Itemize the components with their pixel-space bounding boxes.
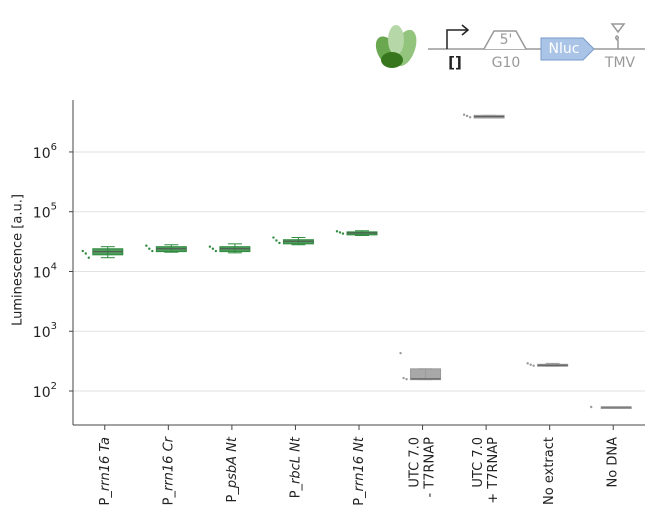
x-tick-label: P_psbA Nt (224, 436, 239, 502)
data-point (402, 377, 404, 379)
label-prefix: P_ (97, 491, 112, 506)
data-point (145, 245, 147, 247)
box (411, 369, 441, 380)
y-axis-label: Luminescence [a.u.] (11, 194, 26, 326)
x-tick-label: UTC 7.0 (471, 437, 486, 488)
y-tick-exponent: 3 (51, 321, 57, 332)
plant-icon (371, 25, 421, 72)
x-tick-label: P_rrn16 Cr (161, 435, 176, 505)
x-tick-label: + T7RNAP (486, 437, 501, 504)
gene-label: Nluc (549, 41, 580, 57)
data-point (215, 250, 217, 252)
label-italic: psbA Nt (224, 436, 239, 489)
page: {"header": {"promoter": "[]", "utr": "5'… (0, 0, 645, 527)
x-tick-label: No extract (542, 437, 557, 505)
data-point (82, 250, 84, 252)
y-tick-label: 105 (33, 202, 57, 222)
y-tick-label: 106 (33, 142, 57, 162)
label-italic: rrn16 Ta (97, 437, 112, 491)
x-tick-label: UTC 7.0 (408, 437, 423, 488)
y-tick-exponent: 4 (51, 261, 57, 272)
data-point (151, 250, 153, 252)
data-point (212, 248, 214, 250)
promoter-label: [] (448, 54, 462, 72)
label-italic: rbcL Nt (288, 436, 303, 484)
label-prefix: P_ (288, 483, 303, 498)
data-point (590, 406, 592, 408)
data-point (463, 114, 465, 116)
data-point (336, 230, 338, 232)
data-point (85, 252, 87, 254)
x-tick-label: - T7RNAP (423, 437, 438, 498)
y-tick-exponent: 6 (51, 142, 57, 153)
x-tick-label: No DNA (606, 437, 621, 488)
data-point (529, 364, 531, 366)
data-point (148, 248, 150, 250)
y-tick-exponent: 5 (51, 202, 57, 213)
terminator-label: TMV (604, 55, 636, 71)
data-point (466, 115, 468, 117)
data-point (88, 257, 90, 259)
data-point (272, 236, 274, 238)
y-tick-exponent: 2 (51, 381, 57, 392)
data-point (275, 239, 277, 241)
data-point (399, 352, 401, 354)
utr-name: G10 (492, 55, 521, 71)
data-point (469, 116, 471, 118)
promoter-arrow (447, 25, 468, 49)
label-prefix: P_ (224, 488, 239, 503)
data-point (405, 378, 407, 380)
data-point (532, 365, 534, 367)
data-point (342, 232, 344, 234)
data-point (278, 242, 280, 244)
terminator-shape (612, 24, 624, 49)
utr-label: 5' (500, 32, 513, 48)
label-prefix: P_ (161, 491, 176, 506)
x-tick-label: P_rbcL Nt (288, 436, 303, 498)
y-tick-label: 102 (33, 381, 57, 401)
label-prefix: P_ (352, 491, 367, 506)
chart: [] 5' G10 Nluc TMV Luminescence [a.u.] 1… (0, 0, 645, 527)
y-tick-label: 104 (33, 261, 57, 281)
data-point (339, 231, 341, 233)
label-italic: rrn16 Nt (352, 436, 367, 491)
data-point (526, 362, 528, 364)
label-italic: rrn16 Cr (161, 435, 176, 491)
data-point (209, 245, 211, 247)
x-tick-label: P_rrn16 Ta (97, 437, 112, 506)
x-tick-label: P_rrn16 Nt (352, 436, 367, 506)
y-tick-label: 103 (33, 321, 57, 341)
